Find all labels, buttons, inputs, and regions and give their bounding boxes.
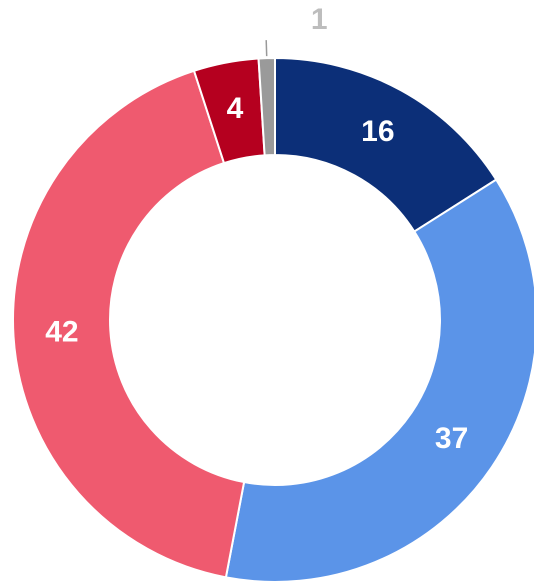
- donut-slice: [257, 56, 276, 157]
- leader-line: [265, 40, 268, 57]
- slice-label: 16: [361, 115, 394, 148]
- donut-slice: [224, 178, 534, 583]
- slice-label: 1: [311, 3, 328, 36]
- slice-label: 4: [227, 92, 244, 125]
- slice-label: 42: [45, 315, 78, 348]
- donut-slice: [12, 69, 246, 579]
- slice-label: 37: [435, 422, 468, 455]
